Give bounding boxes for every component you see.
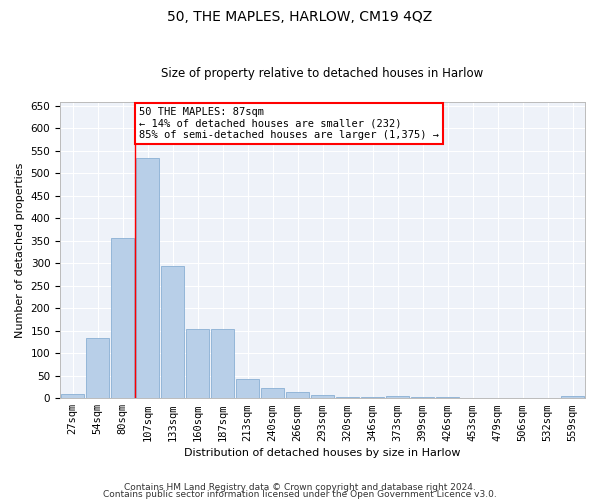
Bar: [386, 396, 409, 398]
Text: 50 THE MAPLES: 87sqm
← 14% of detached houses are smaller (232)
85% of semi-deta: 50 THE MAPLES: 87sqm ← 14% of detached h…: [139, 107, 439, 140]
Title: Size of property relative to detached houses in Harlow: Size of property relative to detached ho…: [161, 66, 484, 80]
Bar: [211, 328, 234, 398]
Bar: [86, 338, 109, 398]
Text: Contains public sector information licensed under the Open Government Licence v3: Contains public sector information licen…: [103, 490, 497, 499]
Bar: [186, 328, 209, 398]
Bar: [311, 394, 334, 398]
Bar: [261, 388, 284, 398]
Bar: [136, 158, 159, 398]
Text: 50, THE MAPLES, HARLOW, CM19 4QZ: 50, THE MAPLES, HARLOW, CM19 4QZ: [167, 10, 433, 24]
Y-axis label: Number of detached properties: Number of detached properties: [15, 162, 25, 338]
Bar: [236, 380, 259, 398]
Bar: [61, 394, 84, 398]
Text: Contains HM Land Registry data © Crown copyright and database right 2024.: Contains HM Land Registry data © Crown c…: [124, 484, 476, 492]
Bar: [111, 238, 134, 398]
Bar: [561, 396, 584, 398]
Bar: [161, 266, 184, 398]
X-axis label: Distribution of detached houses by size in Harlow: Distribution of detached houses by size …: [184, 448, 461, 458]
Bar: [286, 392, 309, 398]
